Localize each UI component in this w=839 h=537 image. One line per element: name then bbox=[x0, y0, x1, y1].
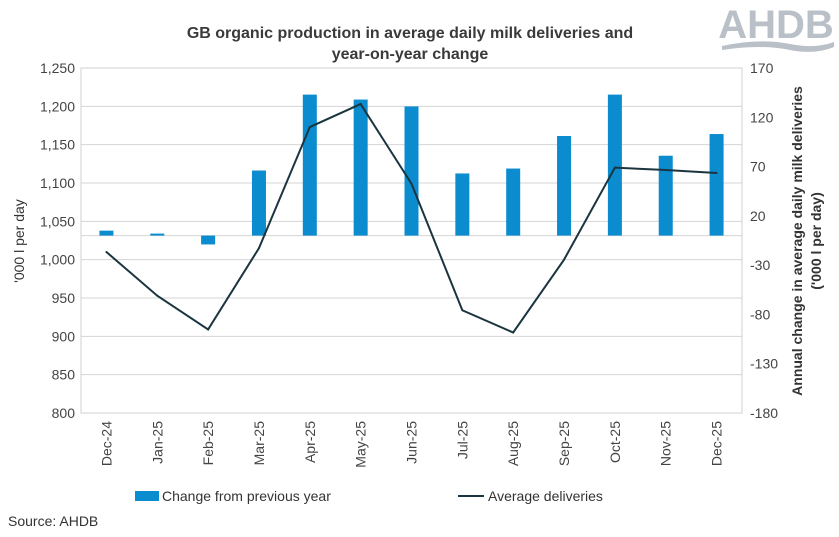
bar-Jan-25 bbox=[150, 233, 165, 236]
x-tick-label: Dec-24 bbox=[98, 421, 114, 466]
logo-text: AHDB bbox=[718, 3, 834, 47]
logo-swoosh-icon bbox=[722, 41, 834, 52]
left-tick-label: 800 bbox=[52, 405, 76, 421]
x-tick-label: Jul-25 bbox=[454, 421, 470, 459]
line-point-Oct-25 bbox=[613, 166, 616, 169]
line-point-Sep-25 bbox=[563, 258, 566, 261]
left-tick-label: 1,200 bbox=[40, 98, 75, 114]
left-tick-label: 900 bbox=[52, 328, 76, 344]
x-tick-label: Aug-25 bbox=[505, 421, 521, 466]
bar-Nov-25 bbox=[658, 155, 673, 236]
left-axis-label: '000 l per day bbox=[11, 199, 27, 283]
source-note: Source: AHDB bbox=[8, 513, 98, 529]
x-tick-label: Oct-25 bbox=[607, 421, 623, 463]
x-tick-label: Mar-25 bbox=[251, 421, 267, 466]
x-tick-label: Apr-25 bbox=[302, 421, 318, 463]
bar-Aug-25 bbox=[506, 168, 521, 236]
x-tick-label: Feb-25 bbox=[200, 421, 216, 466]
plot-area bbox=[80, 67, 743, 414]
chart-title-line-1: GB organic production in average daily m… bbox=[187, 25, 633, 42]
right-tick-label: 20 bbox=[750, 208, 766, 224]
x-axis-ticks: Dec-24 Jan-25 Feb-25 Mar-25 Apr-25 May-25 Jun-… bbox=[98, 421, 724, 468]
right-tick-label: -130 bbox=[750, 356, 778, 372]
bar-Mar-25 bbox=[251, 170, 266, 236]
right-tick-label: 170 bbox=[750, 60, 774, 76]
bar-Sep-25 bbox=[557, 136, 572, 236]
x-tick-label: Nov-25 bbox=[658, 421, 674, 466]
line-point-Aug-25 bbox=[512, 331, 515, 334]
right-tick-label: -180 bbox=[750, 405, 778, 421]
line-point-Nov-25 bbox=[664, 168, 667, 171]
right-tick-label: -30 bbox=[750, 257, 770, 273]
left-tick-label: 1,050 bbox=[40, 213, 75, 229]
bar-Feb-25 bbox=[201, 235, 216, 245]
line-point-Feb-25 bbox=[207, 328, 210, 331]
legend-bar-swatch bbox=[135, 491, 159, 501]
line-point-Jun-25 bbox=[410, 182, 413, 185]
line-point-May-25 bbox=[359, 103, 362, 106]
left-tick-label: 1,150 bbox=[40, 137, 75, 153]
x-tick-label: Sep-25 bbox=[556, 421, 572, 466]
legend-line-label: Average deliveries bbox=[488, 488, 603, 504]
x-tick-label: Jan-25 bbox=[149, 421, 165, 464]
bar-Oct-25 bbox=[607, 94, 622, 236]
legend: Change from previous year Average delive… bbox=[135, 488, 603, 504]
line-point-Apr-25 bbox=[308, 126, 311, 129]
x-tick-label: Dec-25 bbox=[709, 421, 725, 466]
chart-title-line-2: year-on-year change bbox=[332, 46, 489, 63]
bar-Jun-25 bbox=[404, 106, 419, 236]
line-point-Jan-25 bbox=[156, 294, 159, 297]
bar-Jul-25 bbox=[455, 173, 470, 236]
bar-May-25 bbox=[353, 99, 368, 236]
legend-bar-label: Change from previous year bbox=[162, 488, 331, 504]
bar-series bbox=[99, 94, 724, 245]
right-axis-label-line-1: Annual change in average daily milk deli… bbox=[789, 86, 805, 396]
right-axis-label-line-2: ('000 l per day) bbox=[808, 192, 824, 289]
left-tick-label: 850 bbox=[52, 367, 76, 383]
right-axis-ticks: -180 -130 -80 -30 20 70 120 170 bbox=[750, 60, 778, 421]
left-tick-label: 1,250 bbox=[40, 60, 75, 76]
left-tick-label: 1,000 bbox=[40, 252, 75, 268]
x-tick-label: May-25 bbox=[353, 421, 369, 468]
ahdb-logo: AHDB bbox=[718, 3, 834, 52]
left-tick-label: 1,100 bbox=[40, 175, 75, 191]
left-tick-label: 950 bbox=[52, 290, 76, 306]
bar-Dec-24 bbox=[99, 230, 114, 236]
line-point-Mar-25 bbox=[257, 247, 260, 250]
right-tick-label: 70 bbox=[750, 159, 766, 175]
left-axis-ticks: 800 850 900 950 1,000 1,050 1,100 1,150 1,200 1,2… bbox=[40, 60, 75, 421]
right-tick-label: 120 bbox=[750, 109, 774, 125]
line-point-Dec-25 bbox=[715, 172, 718, 175]
bar-Apr-25 bbox=[302, 94, 317, 236]
bar-Dec-25 bbox=[709, 134, 724, 236]
line-point-Jul-25 bbox=[461, 309, 464, 312]
x-tick-label: Jun-25 bbox=[404, 421, 420, 464]
line-point-Dec-24 bbox=[105, 251, 108, 253]
right-tick-label: -80 bbox=[750, 306, 770, 322]
line-series bbox=[105, 102, 718, 334]
